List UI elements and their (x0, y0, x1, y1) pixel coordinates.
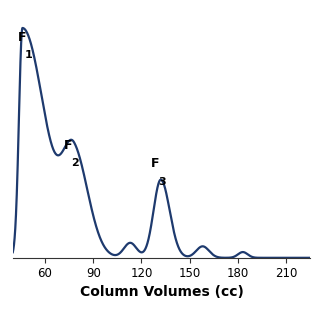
Text: F: F (18, 31, 26, 44)
X-axis label: Column Volumes (cc): Column Volumes (cc) (80, 285, 244, 300)
Text: 1: 1 (25, 50, 33, 60)
Text: 3: 3 (158, 177, 166, 187)
Text: F: F (151, 157, 160, 171)
Text: 2: 2 (71, 158, 79, 168)
Text: F: F (64, 139, 73, 152)
